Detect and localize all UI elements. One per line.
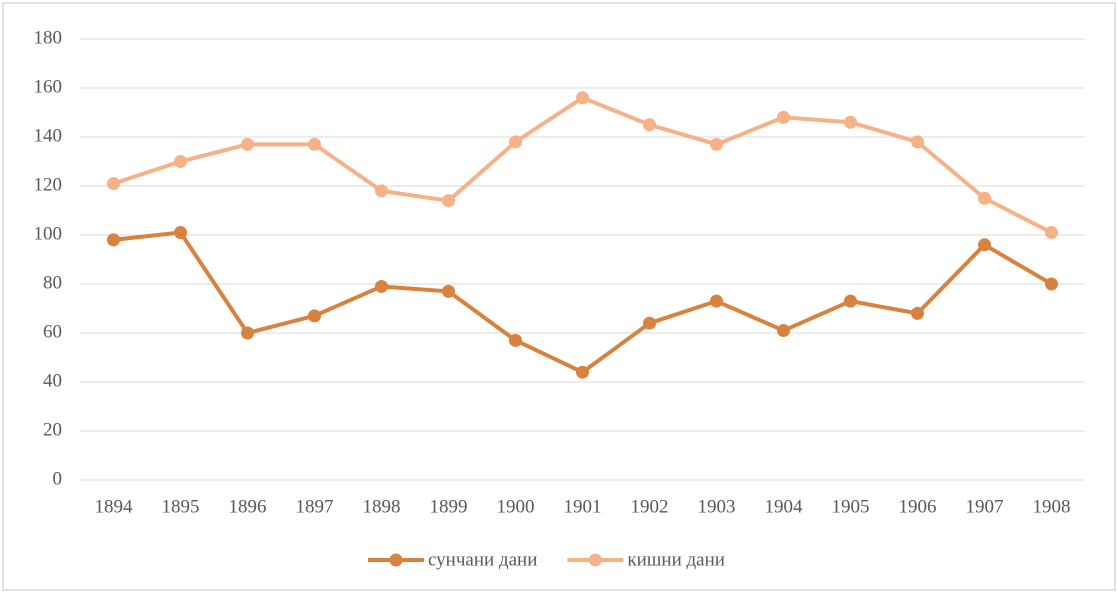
y-tick-label: 180 (34, 27, 63, 48)
x-tick-label: 1899 (430, 496, 468, 517)
data-point (1045, 226, 1058, 240)
y-tick-label: 80 (43, 272, 62, 293)
data-point (710, 294, 723, 308)
data-point (978, 238, 991, 252)
x-tick-label: 1906 (899, 496, 937, 517)
data-point (509, 333, 522, 347)
data-point (777, 110, 790, 124)
data-point (978, 191, 991, 205)
data-point (241, 326, 254, 340)
data-point (442, 284, 455, 298)
x-tick-label: 1907 (966, 496, 1004, 517)
y-tick-label: 120 (34, 174, 63, 195)
data-point (576, 91, 589, 105)
y-tick-label: 20 (43, 419, 62, 440)
y-tick-label: 60 (43, 321, 62, 342)
y-tick-label: 140 (34, 125, 63, 146)
x-tick-label: 1902 (631, 496, 669, 517)
data-point (375, 279, 388, 293)
data-point (844, 115, 857, 129)
x-tick-label: 1898 (363, 496, 401, 517)
data-point (107, 233, 120, 247)
data-point (643, 316, 656, 330)
legend-label: кишни дани (627, 549, 725, 570)
data-point (174, 155, 187, 168)
data-point (911, 306, 924, 320)
data-point (308, 309, 321, 323)
data-point (442, 194, 455, 208)
x-tick-label: 1897 (296, 496, 334, 517)
y-tick-label: 160 (34, 76, 63, 97)
data-point (1045, 277, 1058, 291)
data-point (643, 118, 656, 132)
x-tick-label: 1908 (1033, 496, 1071, 517)
x-tick-label: 1896 (229, 496, 267, 517)
legend-marker (389, 553, 403, 567)
data-point (509, 135, 522, 149)
data-point (911, 135, 924, 149)
y-tick-label: 40 (43, 370, 62, 391)
y-tick-label: 0 (53, 468, 63, 489)
data-point (308, 137, 321, 151)
data-point (710, 137, 723, 151)
data-point (107, 177, 120, 191)
data-point (375, 184, 388, 198)
data-point (777, 324, 790, 338)
x-tick-label: 1900 (497, 496, 535, 517)
x-tick-label: 1905 (832, 496, 870, 517)
data-point (844, 294, 857, 308)
x-tick-label: 1895 (162, 496, 200, 517)
x-tick-label: 1894 (95, 496, 134, 517)
x-tick-label: 1901 (564, 496, 602, 517)
y-tick-label: 100 (34, 223, 63, 244)
data-point (576, 365, 589, 379)
x-tick-label: 1903 (698, 496, 736, 517)
x-tick-label: 1904 (765, 496, 804, 517)
data-point (241, 137, 254, 151)
legend-marker (588, 553, 602, 567)
legend-label: сунчани дани (428, 549, 537, 570)
data-point (174, 226, 187, 240)
